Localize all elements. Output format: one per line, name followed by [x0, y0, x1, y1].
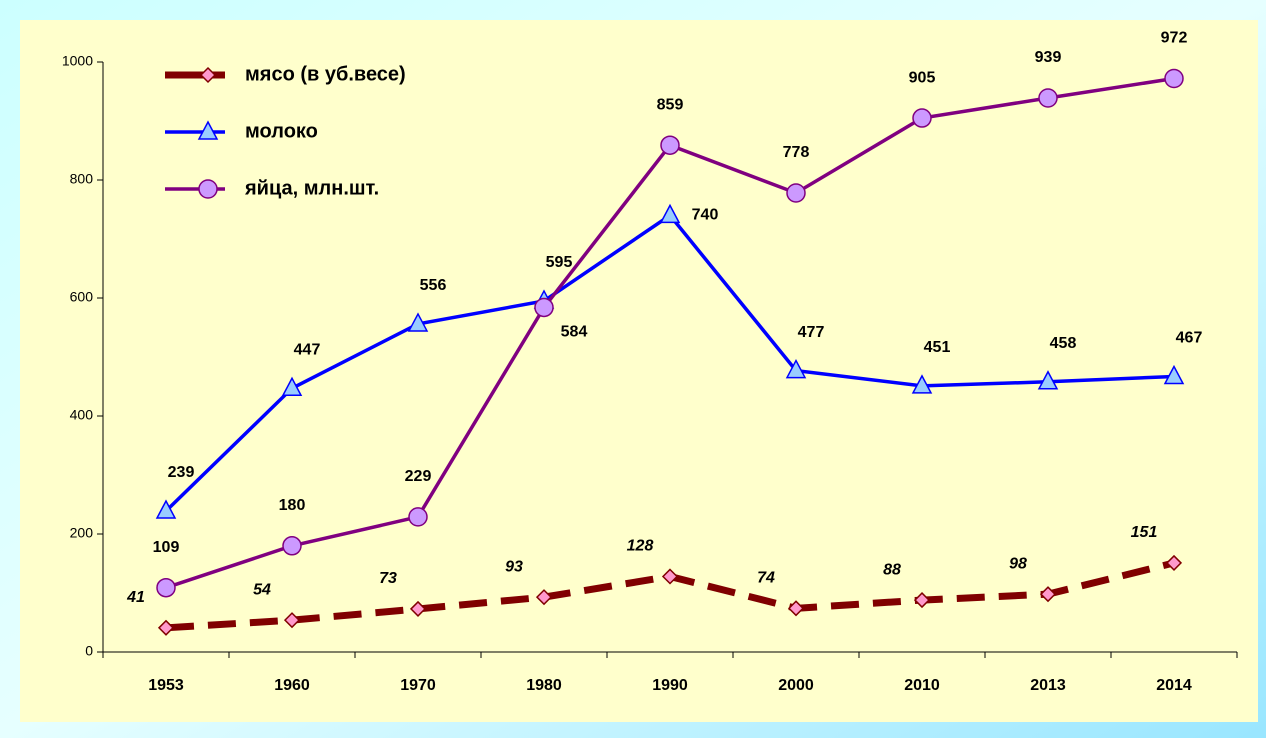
x-tick-label: 1970	[400, 677, 436, 694]
point-marker	[1038, 88, 1058, 108]
data-label: 595	[546, 254, 573, 271]
point-marker	[659, 203, 681, 224]
data-label: 740	[692, 207, 719, 224]
point-marker	[1163, 364, 1185, 385]
data-label: 88	[883, 561, 901, 578]
data-label: 74	[757, 570, 775, 587]
point-marker	[409, 600, 427, 617]
data-label: 778	[783, 144, 810, 161]
data-label: 859	[657, 96, 684, 113]
data-label: 54	[253, 581, 271, 598]
data-label: 229	[405, 468, 432, 485]
data-label: 467	[1176, 330, 1203, 347]
y-tick-label: 0	[85, 643, 93, 659]
data-label: 939	[1035, 49, 1062, 66]
point-marker	[1037, 370, 1059, 390]
data-label: 98	[1009, 555, 1027, 572]
y-tick-label: 600	[70, 289, 94, 305]
data-label: 447	[294, 341, 321, 358]
point-marker	[407, 312, 429, 332]
x-tick-label: 2010	[904, 677, 940, 694]
data-label: 73	[379, 570, 397, 587]
y-tick-label: 800	[70, 171, 94, 187]
point-marker	[155, 499, 177, 519]
legend-marker	[197, 120, 219, 140]
data-label: 41	[126, 589, 145, 606]
point-marker	[281, 376, 303, 397]
x-tick-label: 2013	[1030, 677, 1066, 694]
x-tick-label: 2000	[778, 677, 814, 694]
data-label: 180	[279, 497, 306, 514]
legend-label: яйца, млн.шт.	[244, 177, 379, 199]
legend-label: молоко	[245, 120, 318, 142]
y-tick-label: 400	[70, 407, 94, 423]
data-label: 477	[798, 324, 825, 341]
data-label: 972	[1161, 30, 1188, 47]
x-tick-label: 1953	[148, 677, 184, 694]
point-marker	[913, 592, 931, 609]
point-marker	[661, 568, 679, 585]
point-marker	[283, 612, 301, 629]
x-tick-label: 1980	[526, 677, 562, 694]
point-marker	[912, 108, 932, 128]
point-marker	[156, 577, 176, 598]
data-label: 451	[924, 339, 951, 356]
point-marker	[408, 507, 428, 527]
point-marker	[1039, 586, 1057, 603]
point-marker	[282, 536, 302, 556]
point-marker	[786, 183, 806, 203]
data-label: 458	[1050, 335, 1077, 352]
data-label: 128	[627, 538, 654, 555]
legend-marker	[198, 179, 218, 199]
legend-marker	[199, 66, 217, 84]
point-marker	[534, 297, 554, 318]
data-label: 584	[561, 324, 588, 341]
data-label: 905	[909, 69, 936, 86]
data-label: 556	[420, 277, 447, 294]
legend-label: мясо (в уб.весе)	[245, 63, 406, 85]
point-marker	[157, 619, 175, 636]
data-label: 239	[168, 464, 195, 481]
data-label: 93	[505, 558, 523, 575]
point-marker	[1164, 68, 1184, 89]
x-tick-label: 1990	[652, 677, 688, 694]
y-tick-label: 1000	[62, 53, 93, 69]
data-label: 109	[153, 539, 180, 556]
point-marker	[535, 589, 553, 606]
x-tick-label: 2014	[1156, 677, 1192, 694]
x-tick-label: 1960	[274, 677, 310, 694]
point-marker	[660, 135, 680, 155]
point-marker	[1165, 554, 1183, 571]
y-tick-label: 200	[70, 525, 94, 541]
point-marker	[787, 600, 805, 617]
data-label: 151	[1131, 524, 1158, 541]
point-marker	[785, 358, 807, 379]
point-marker	[911, 374, 933, 394]
plot-background	[20, 20, 1258, 722]
